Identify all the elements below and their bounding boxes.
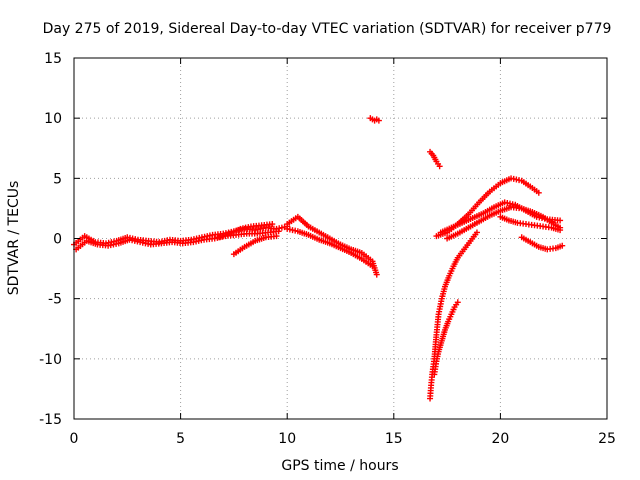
series-track-late-e (518, 234, 566, 253)
data-point (559, 242, 566, 249)
y-tick-label: -15 (39, 412, 62, 428)
series-track-late-c (444, 204, 564, 242)
y-tick-label: 5 (53, 171, 62, 187)
data-point (273, 233, 280, 240)
x-tick-label: 0 (70, 431, 79, 447)
y-axis-label: SDTVAR / TECUs (6, 181, 22, 296)
series-track-early-d (215, 221, 276, 241)
data-point (535, 189, 542, 196)
data-points (71, 115, 566, 402)
series-track-spike (367, 115, 382, 124)
series-track-early-c (230, 233, 280, 258)
series-track-high (427, 148, 443, 170)
y-tick-label: 10 (44, 111, 62, 127)
series-track-early-b (73, 228, 282, 253)
data-point (373, 271, 380, 278)
data-point (473, 229, 480, 236)
data-point (375, 117, 382, 124)
x-tick-label: 15 (385, 431, 403, 447)
x-axis-label: GPS time / hours (281, 458, 398, 474)
data-point (557, 227, 564, 234)
series-track-dip-b (431, 299, 461, 378)
series-track-dip-a (427, 229, 480, 402)
x-tick-label: 20 (491, 431, 509, 447)
data-point (369, 263, 376, 270)
y-tick-label: 0 (53, 232, 62, 248)
data-point (436, 163, 443, 170)
grid-lines (74, 58, 607, 419)
x-tick-label: 10 (278, 431, 296, 447)
data-point (275, 228, 282, 235)
data-point (454, 299, 461, 306)
series-track-mid-b (284, 225, 376, 270)
x-tick-label: 25 (598, 431, 616, 447)
data-point (557, 217, 564, 224)
y-tick-label: 15 (44, 51, 62, 67)
y-tick-label: -5 (48, 292, 62, 308)
plot-frame (73, 57, 608, 420)
y-axis-ticks: -15 -10 -5 0 5 10 15 (39, 51, 607, 428)
x-axis-ticks: 0 5 10 15 20 25 (70, 58, 616, 447)
y-tick-label: -10 (39, 352, 62, 368)
chart-title: Day 275 of 2019, Sidereal Day-to-day VTE… (43, 21, 612, 37)
x-tick-label: 5 (176, 431, 185, 447)
data-point (269, 221, 276, 228)
series-track-late-d (497, 213, 564, 234)
